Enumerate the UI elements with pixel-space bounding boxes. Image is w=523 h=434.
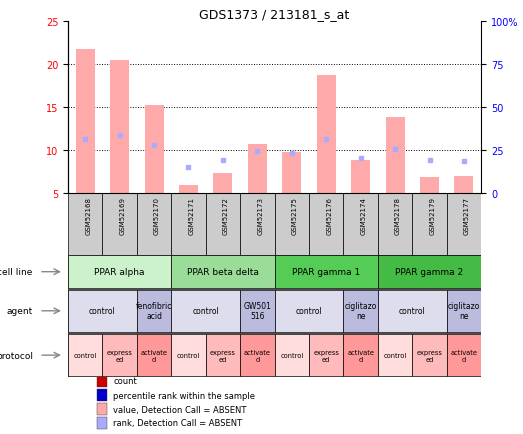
Bar [76,50,95,194]
Text: activate
d: activate d [244,349,271,362]
Text: GSM52175: GSM52175 [292,197,298,235]
Text: GSM52179: GSM52179 [429,197,436,235]
Text: express
ed: express ed [210,349,236,362]
Bar [172,334,206,377]
Bar [68,334,103,377]
Text: express
ed: express ed [417,349,442,362]
Text: GSM52168: GSM52168 [85,197,91,235]
Bar [378,256,481,288]
Bar [103,194,137,255]
Bar [447,290,481,332]
Bar [275,194,309,255]
Text: PPAR beta delta: PPAR beta delta [187,268,259,276]
Text: GSM52171: GSM52171 [188,197,195,235]
Bar [172,290,240,332]
Text: count: count [113,377,137,385]
Text: PPAR gamma 2: PPAR gamma 2 [395,268,463,276]
Bar [110,60,129,194]
Text: control: control [295,306,322,316]
Title: GDS1373 / 213181_s_at: GDS1373 / 213181_s_at [199,7,350,20]
Bar [172,194,206,255]
Bar [97,389,107,401]
Bar [240,290,275,332]
Text: express
ed: express ed [107,349,132,362]
Bar [309,194,344,255]
Bar [144,106,164,194]
Bar [275,290,344,332]
Text: ciglitazo
ne: ciglitazo ne [345,301,377,321]
Text: activate
d: activate d [450,349,477,362]
Text: control: control [89,306,116,316]
Bar [378,334,412,377]
Text: activate
d: activate d [141,349,167,362]
Bar [385,118,405,194]
Text: GSM52177: GSM52177 [464,197,470,235]
Bar [137,290,172,332]
Bar [97,417,107,429]
Text: GSM52176: GSM52176 [326,197,332,235]
Text: GW501
516: GW501 516 [243,301,271,321]
Bar [103,334,137,377]
Text: control: control [280,352,303,358]
Bar [344,290,378,332]
Text: control: control [177,352,200,358]
Text: PPAR alpha: PPAR alpha [94,268,145,276]
Text: activate
d: activate d [347,349,374,362]
Bar [97,375,107,387]
Text: ciglitazo
ne: ciglitazo ne [448,301,480,321]
Bar [412,334,447,377]
Bar [412,194,447,255]
Text: control: control [74,352,97,358]
Bar [344,334,378,377]
Bar [68,256,172,288]
Bar [275,256,378,288]
Text: rank, Detection Call = ABSENT: rank, Detection Call = ABSENT [113,418,243,427]
Text: GSM52173: GSM52173 [257,197,264,235]
Bar [344,194,378,255]
Bar [454,177,473,194]
Bar [378,290,447,332]
Bar [240,334,275,377]
Text: PPAR gamma 1: PPAR gamma 1 [292,268,360,276]
Bar [282,152,301,194]
Text: control: control [399,306,426,316]
Text: value, Detection Call = ABSENT: value, Detection Call = ABSENT [113,405,247,414]
Bar [309,334,344,377]
Text: control: control [192,306,219,316]
Bar [420,178,439,194]
Text: cell line: cell line [0,268,33,276]
Bar [351,160,370,194]
Text: GSM52178: GSM52178 [395,197,401,235]
Text: fenofibric
acid: fenofibric acid [136,301,172,321]
Bar [68,290,137,332]
Bar [447,334,481,377]
Text: express
ed: express ed [313,349,339,362]
Bar [206,194,240,255]
Bar [137,334,172,377]
Bar [206,334,240,377]
Text: agent: agent [7,306,33,316]
Bar [137,194,172,255]
Bar [179,185,198,194]
Text: protocol: protocol [0,351,33,360]
Bar [68,194,103,255]
Bar [240,194,275,255]
Text: GSM52170: GSM52170 [154,197,160,235]
Bar [172,256,275,288]
Text: control: control [383,352,407,358]
Text: GSM52169: GSM52169 [120,197,126,235]
Text: percentile rank within the sample: percentile rank within the sample [113,391,255,400]
Bar [378,194,412,255]
Text: GSM52172: GSM52172 [223,197,229,235]
Bar [317,76,336,194]
Bar [447,194,481,255]
Bar [97,404,107,415]
Bar [275,334,309,377]
Bar [213,174,232,194]
Text: GSM52174: GSM52174 [361,197,367,235]
Bar [248,145,267,194]
